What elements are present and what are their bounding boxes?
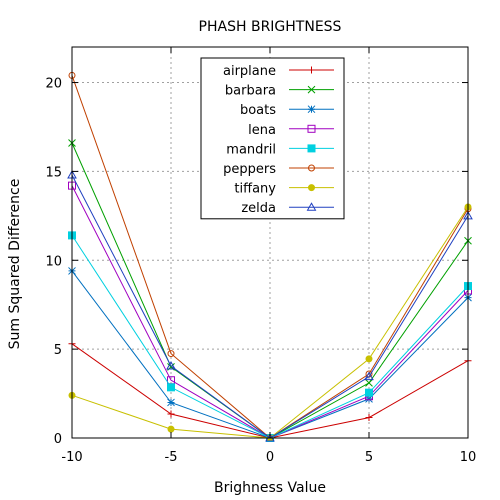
data-point (307, 124, 316, 133)
axis-ticks: -10 -5 0 5 10 0 5 10 15 20 (45, 47, 476, 465)
y-tick-label: 10 (45, 254, 62, 269)
legend-box (200, 57, 345, 220)
legend-label: tiffany (234, 182, 276, 197)
data-point (307, 144, 316, 153)
legend-item: zelda (241, 201, 334, 216)
y-axis-label: Sum Squared Difference (7, 179, 23, 350)
legend-item: barbara (225, 84, 334, 99)
x-tick-label: 0 (266, 450, 274, 465)
legend-item: airplane (223, 64, 334, 79)
data-point (365, 388, 373, 397)
data-point (365, 379, 373, 387)
y-tick-label: 0 (54, 432, 62, 447)
x-tick-label: 5 (365, 450, 373, 465)
data-point (364, 371, 374, 381)
data-point (167, 410, 175, 418)
y-tick-label: 15 (45, 165, 62, 180)
data-point (308, 66, 315, 74)
y-tick-label: 5 (54, 343, 62, 358)
legend-label: barbara (225, 84, 276, 99)
data-point (306, 202, 317, 211)
data-point (308, 164, 315, 172)
data-point (167, 398, 175, 407)
legend-label: mandril (226, 142, 276, 157)
x-tick-label: -10 (61, 450, 82, 465)
legend-label: lena (248, 123, 276, 138)
chart-title: PHASH BRIGHTNESS (199, 19, 342, 35)
legend-label: zelda (241, 201, 276, 216)
x-tick-label: -5 (165, 450, 178, 465)
data-point (365, 355, 373, 363)
legend-label: peppers (223, 162, 276, 177)
legend-item: mandril (226, 142, 334, 157)
data-point (307, 105, 316, 114)
legend-item: lena (248, 123, 334, 138)
x-tick-label: 10 (460, 450, 477, 465)
y-tick-label: 20 (45, 77, 62, 92)
data-point (365, 414, 373, 422)
data-point (166, 361, 176, 370)
legend-item: tiffany (234, 182, 334, 197)
data-point (307, 85, 316, 94)
x-axis-label: Brighness Value (214, 480, 326, 496)
data-point (308, 184, 315, 192)
legend: airplane barbara boats lena mandril peppers ti… (200, 57, 345, 220)
data-point (167, 350, 175, 358)
legend-label: airplane (223, 64, 276, 79)
data-point (167, 425, 175, 433)
legend-item: boats (240, 103, 334, 118)
data-point (167, 383, 175, 392)
data-point (365, 395, 373, 403)
legend-label: boats (240, 103, 276, 118)
legend-item: peppers (223, 162, 334, 177)
